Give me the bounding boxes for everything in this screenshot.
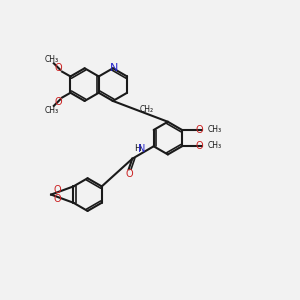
Text: H: H xyxy=(134,145,141,154)
Text: O: O xyxy=(55,62,62,73)
Text: O: O xyxy=(53,185,61,196)
Text: CH₃: CH₃ xyxy=(44,106,58,115)
Text: O: O xyxy=(55,97,62,107)
Text: CH₂: CH₂ xyxy=(140,105,154,114)
Text: O: O xyxy=(196,141,203,151)
Text: O: O xyxy=(125,169,133,178)
Text: CH₃: CH₃ xyxy=(44,55,58,64)
Text: O: O xyxy=(196,124,203,135)
Text: N: N xyxy=(138,144,146,154)
Text: CH₃: CH₃ xyxy=(208,125,222,134)
Text: N: N xyxy=(110,63,118,73)
Text: CH₃: CH₃ xyxy=(208,142,222,151)
Text: O: O xyxy=(53,194,61,204)
